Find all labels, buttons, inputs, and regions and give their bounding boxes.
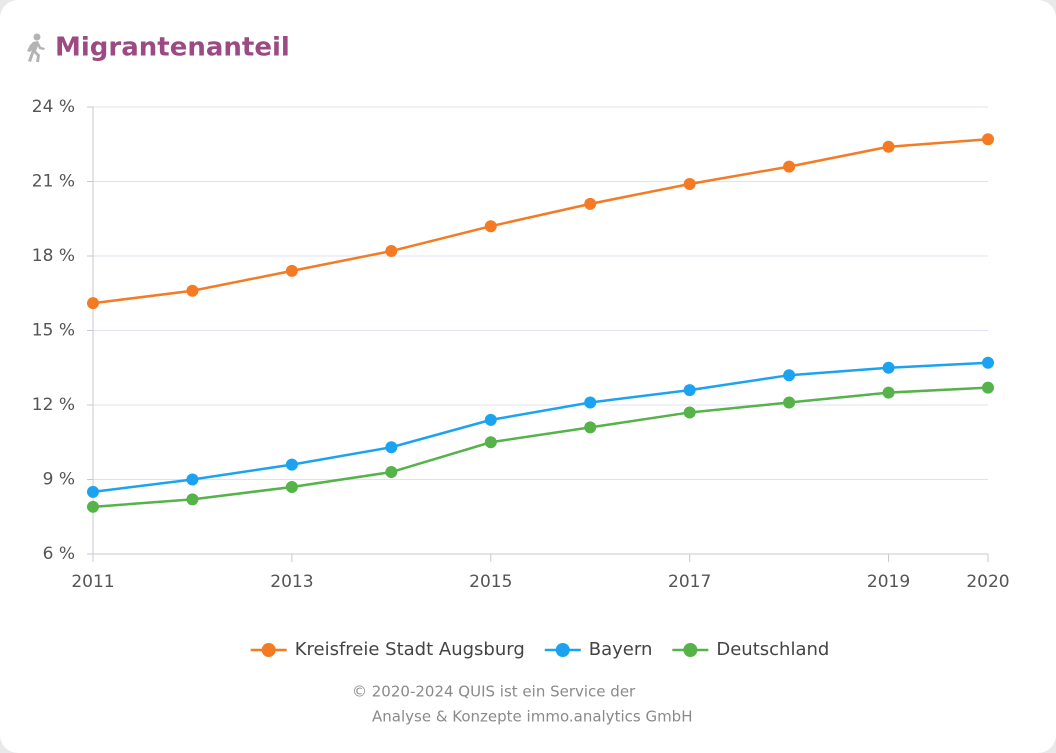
y-tick-label: 6 % — [43, 544, 75, 564]
series-line — [92, 386, 989, 509]
x-tick-label: 2020 — [966, 572, 1009, 592]
data-point — [87, 297, 99, 310]
data-point — [584, 396, 597, 409]
y-tick-label: 24 % — [32, 97, 75, 117]
legend-label: Deutschland — [716, 639, 829, 660]
data-point — [882, 361, 895, 374]
data-point — [982, 381, 994, 394]
y-tick-label: 21 % — [32, 172, 75, 192]
data-point — [584, 421, 597, 434]
data-point — [87, 485, 99, 498]
x-tick-label: 2019 — [867, 572, 910, 592]
series-line — [92, 361, 989, 494]
chart-title: Migrantenanteil — [55, 33, 290, 63]
data-point — [385, 441, 398, 454]
data-point — [285, 480, 298, 493]
data-point — [385, 245, 398, 258]
data-point — [186, 493, 199, 506]
x-tick-label: 2013 — [270, 572, 313, 592]
legend-marker — [683, 643, 698, 657]
data-point — [982, 356, 994, 369]
data-point — [285, 458, 298, 471]
footer-line: © 2020-2024 QUIS ist ein Service der — [352, 683, 636, 701]
series-line — [92, 138, 989, 305]
x-tick-label: 2015 — [469, 572, 512, 592]
legend-marker — [261, 643, 276, 657]
y-tick-label: 15 % — [32, 321, 75, 341]
data-point — [683, 384, 696, 397]
data-point — [783, 369, 796, 382]
data-point — [186, 473, 199, 486]
data-point — [982, 133, 994, 146]
y-tick-label: 18 % — [32, 246, 75, 266]
data-point — [683, 177, 696, 190]
data-point — [385, 466, 398, 479]
data-point — [484, 220, 497, 233]
data-point — [683, 406, 696, 419]
data-point — [285, 264, 298, 277]
data-point — [882, 140, 895, 153]
y-tick-label: 9 % — [43, 470, 75, 490]
footer-line: Analyse & Konzepte immo.analytics GmbH — [372, 708, 692, 726]
legend-label: Bayern — [589, 639, 653, 660]
data-point — [87, 500, 99, 513]
x-tick-label: 2011 — [71, 572, 114, 592]
data-point — [584, 197, 597, 210]
data-point — [783, 396, 796, 409]
legend-label: Kreisfreie Stadt Augsburg — [295, 639, 525, 660]
legend: Kreisfreie Stadt Augsburg Bayern Deutschla… — [250, 639, 829, 660]
data-point — [186, 284, 199, 297]
legend-marker — [555, 643, 570, 657]
data-point — [783, 160, 796, 173]
data-point — [484, 436, 497, 449]
x-tick-label: 2017 — [668, 572, 711, 592]
icon-walking — [27, 33, 45, 62]
data-point — [484, 413, 497, 426]
data-point — [882, 386, 895, 399]
y-tick-label: 12 % — [32, 395, 75, 415]
